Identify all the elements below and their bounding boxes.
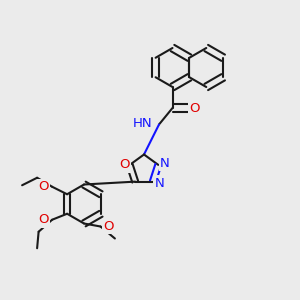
Text: HN: HN (133, 116, 152, 130)
Text: O: O (119, 158, 130, 171)
Text: O: O (103, 220, 114, 233)
Text: O: O (189, 101, 200, 115)
Text: N: N (154, 177, 164, 190)
Text: N: N (160, 157, 170, 170)
Text: O: O (39, 213, 49, 226)
Text: O: O (39, 180, 49, 193)
